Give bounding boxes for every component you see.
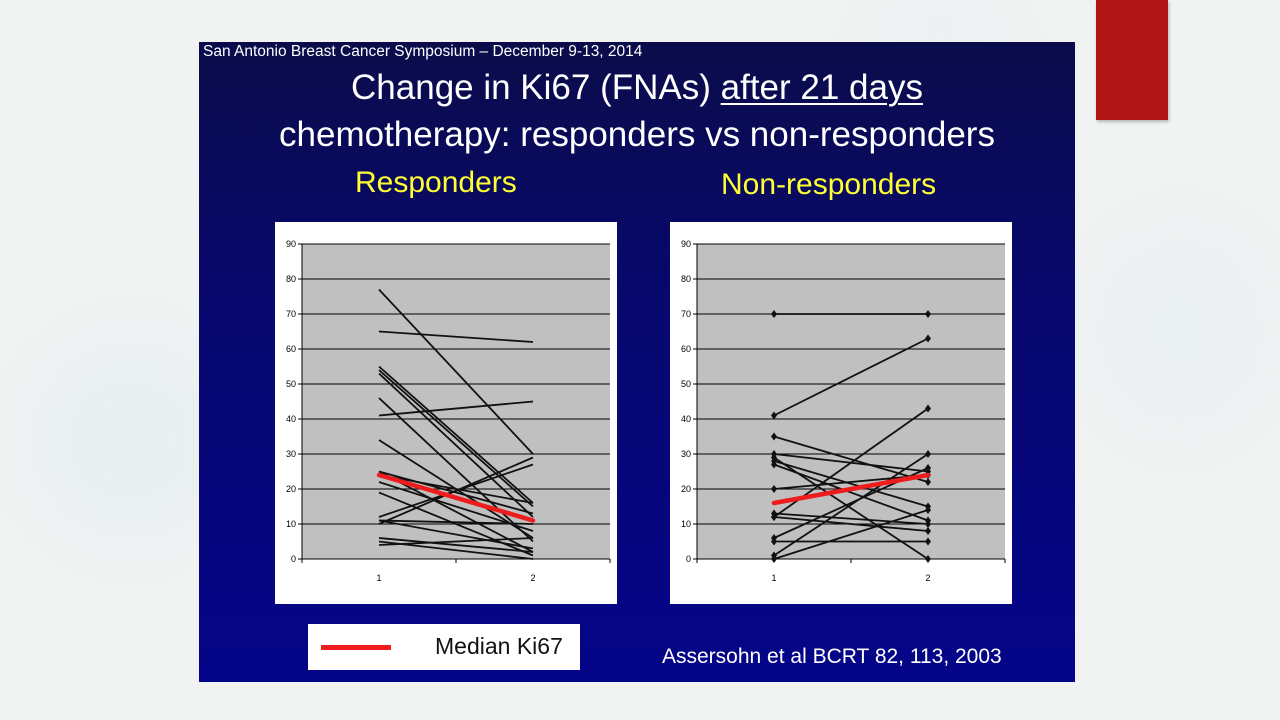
patient-line — [773, 474, 929, 490]
y-tick-label: 60 — [681, 344, 691, 354]
y-tick-label: 70 — [681, 309, 691, 319]
patient-marker — [771, 537, 777, 546]
patient-line — [378, 397, 534, 543]
legend-median-swatch — [321, 645, 391, 650]
y-tick-label: 0 — [686, 554, 691, 564]
patient-marker — [771, 310, 777, 318]
patient-line — [773, 509, 929, 560]
patient-line — [378, 400, 534, 417]
patient-marker — [925, 404, 931, 413]
patient-line — [378, 365, 534, 504]
patient-line — [378, 537, 534, 546]
median-line — [771, 472, 931, 506]
y-tick-label: 20 — [286, 484, 296, 494]
patient-line — [773, 435, 929, 483]
patient-line — [773, 460, 929, 508]
title-underlined: after 21 days — [720, 68, 923, 107]
patient-line — [773, 453, 929, 557]
y-tick-label: 30 — [286, 449, 296, 459]
y-tick-label: 0 — [291, 554, 296, 564]
y-tick-label: 40 — [286, 414, 296, 424]
x-tick-label: 1 — [376, 573, 381, 583]
accent-bar — [1096, 0, 1168, 120]
patient-marker — [771, 432, 777, 441]
patient-line — [378, 330, 534, 343]
patient-marker — [925, 506, 931, 514]
patient-marker — [771, 460, 777, 469]
patient-marker — [925, 334, 931, 343]
y-tick-label: 50 — [681, 379, 691, 389]
patient-line — [378, 491, 534, 557]
slide-title-line1: Change in Ki67 (FNAs) after 21 days — [199, 70, 1075, 105]
patient-line — [378, 372, 534, 518]
non-responders-plot: 0 10 20 30 40 50 60 70 80 90 1 2 — [681, 239, 1006, 583]
responders-chart: 0 10 20 30 40 50 60 70 80 90 1 2 — [275, 222, 617, 604]
background-decoration — [1080, 220, 1280, 440]
patient-line — [378, 474, 534, 504]
patient-line — [378, 519, 534, 550]
title-prefix: Change in Ki67 (FNAs) — [351, 68, 721, 107]
patient-marker — [925, 478, 931, 486]
patient-marker — [925, 527, 931, 535]
y-tick-label: 50 — [286, 379, 296, 389]
plot-area — [697, 244, 1005, 559]
patient-marker — [771, 513, 777, 521]
non-responders-heading: Non-responders — [721, 168, 937, 201]
patient-marker — [925, 555, 931, 563]
y-tick-label: 30 — [681, 449, 691, 459]
conference-header: San Antonio Breast Cancer Symposium – De… — [203, 43, 643, 60]
patient-marker — [925, 464, 931, 472]
legend: Median Ki67 — [308, 624, 580, 670]
patient-marker — [925, 310, 931, 318]
responders-plot: 0 10 20 30 40 50 60 70 80 90 1 2 — [286, 239, 611, 583]
slide-image: San Antonio Breast Cancer Symposium – De… — [199, 42, 1075, 682]
x-tick-label: 2 — [925, 573, 930, 583]
y-tick-label: 10 — [286, 519, 296, 529]
patient-line — [378, 456, 534, 525]
patient-line — [773, 512, 929, 525]
y-tick-label: 90 — [286, 239, 296, 249]
y-tick-label: 20 — [681, 484, 691, 494]
y-tick-label: 70 — [286, 309, 296, 319]
patient-line — [773, 337, 929, 417]
responders-heading: Responders — [355, 166, 517, 199]
patient-line — [378, 537, 534, 553]
y-tick-label: 60 — [286, 344, 296, 354]
patient-marker — [925, 450, 931, 458]
y-tick-label: 90 — [681, 239, 691, 249]
patient-line — [378, 369, 534, 508]
patient-marker — [925, 520, 931, 528]
patient-marker — [771, 485, 777, 493]
y-tick-label: 80 — [286, 274, 296, 284]
x-tick-label: 2 — [530, 573, 535, 583]
patient-line — [378, 470, 534, 515]
x-tick-label: 1 — [771, 573, 776, 583]
patient-line — [773, 516, 929, 532]
citation: Assersohn et al BCRT 82, 113, 2003 — [662, 645, 1002, 668]
patient-marker — [771, 555, 777, 563]
y-tick-label: 10 — [681, 519, 691, 529]
patient-line — [378, 288, 534, 455]
patient-marker — [925, 537, 931, 546]
patient-marker — [771, 411, 777, 420]
patient-line — [378, 519, 534, 525]
non-responders-chart: 0 10 20 30 40 50 60 70 80 90 1 2 — [670, 222, 1012, 604]
patient-line — [773, 463, 929, 522]
median-line — [376, 472, 536, 523]
y-tick-label: 40 — [681, 414, 691, 424]
slide-title-line2: chemotherapy: responders vs non-responde… — [279, 115, 995, 154]
y-tick-label: 80 — [681, 274, 691, 284]
legend-median-label: Median Ki67 — [435, 633, 563, 659]
